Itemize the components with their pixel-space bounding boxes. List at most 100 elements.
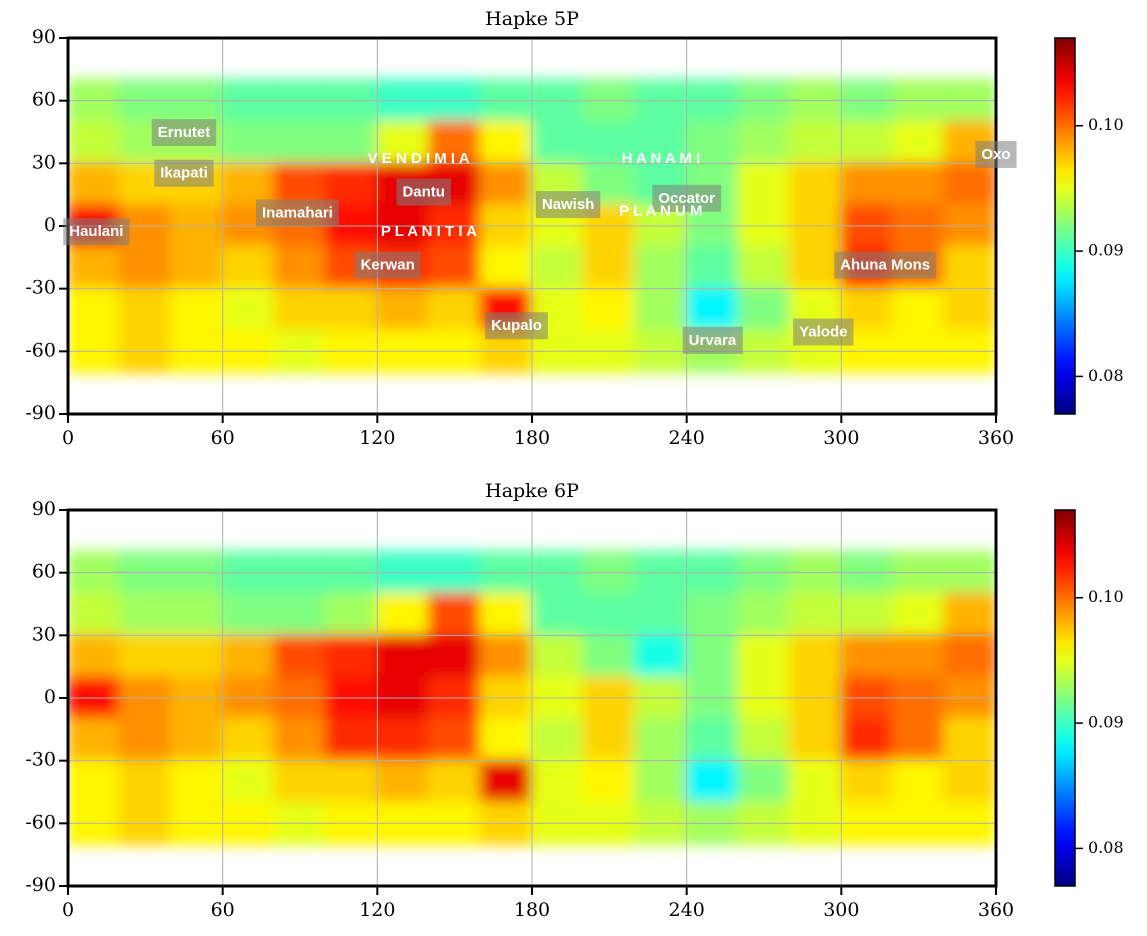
- x-tick-label: 120: [359, 427, 395, 449]
- y-tick-label: 90: [32, 498, 56, 520]
- heat-cell: [531, 592, 585, 637]
- y-tick-label: 30: [32, 151, 56, 173]
- y-tick-label: 30: [32, 623, 56, 645]
- heat-cell: [582, 634, 637, 679]
- heat-cell: [737, 592, 791, 637]
- heat-cell: [840, 717, 894, 762]
- heat-cell: [891, 592, 946, 637]
- heat-cell: [273, 287, 327, 332]
- heat-cell: [68, 592, 121, 637]
- heat-cell: [324, 759, 379, 804]
- y-tick-label: -30: [25, 277, 56, 299]
- heat-cell: [531, 245, 585, 290]
- y-tick-label: 90: [32, 26, 56, 48]
- heat-cell: [376, 120, 430, 165]
- annotation-label: Urvara: [689, 332, 737, 349]
- y-tick-label: 60: [32, 561, 56, 583]
- heat-cell: [685, 717, 740, 762]
- heat-cell: [273, 162, 327, 207]
- heat-cell: [170, 287, 224, 332]
- annotation-label: Occator: [658, 190, 715, 207]
- heat-cell: [324, 634, 379, 679]
- heat-cell: [273, 245, 327, 290]
- annotation-box: [354, 251, 421, 279]
- heat-cell: [427, 245, 482, 290]
- heat-cell: [221, 592, 276, 637]
- heat-cell: [118, 287, 173, 332]
- heat-cell: [685, 634, 740, 679]
- heatmap: [68, 510, 996, 886]
- annotation-label: Yalode: [799, 324, 847, 341]
- annotation-box: [255, 199, 339, 227]
- heat-cell: [221, 634, 276, 679]
- heat-cell: [68, 162, 121, 207]
- annotation-label: Oxo: [981, 146, 1010, 163]
- x-tick-label: 240: [669, 899, 705, 921]
- heat-cell: [891, 120, 946, 165]
- heat-cell: [531, 634, 585, 679]
- heat-cell: [68, 634, 121, 679]
- annotation-label: Ernutet: [158, 124, 211, 141]
- heat-cell: [737, 759, 791, 804]
- annotation-label: Inamahari: [262, 204, 333, 221]
- heat-cell: [221, 287, 276, 332]
- heat-cell: [634, 634, 688, 679]
- heat-cell: [788, 759, 843, 804]
- colorbar: [1054, 37, 1076, 415]
- heat-cell: [427, 717, 482, 762]
- heat-cell: [479, 245, 533, 290]
- heat-cell: [273, 717, 327, 762]
- heat-cell: [170, 759, 224, 804]
- heat-cell: [788, 592, 843, 637]
- heat-cell: [943, 287, 996, 332]
- annotation-label: Ahuna Mons: [840, 257, 930, 274]
- x-tick-label: 0: [62, 427, 74, 449]
- plot-frame: [66, 508, 998, 888]
- heat-cell: [118, 717, 173, 762]
- heat-cell: [479, 759, 533, 804]
- heat-cell: [943, 759, 996, 804]
- heat-cell: [221, 120, 276, 165]
- cells: [68, 550, 996, 846]
- heat-cell: [531, 759, 585, 804]
- heat-cell: [68, 287, 121, 332]
- heat-cell: [376, 759, 430, 804]
- region-label: P L A N I T I A: [381, 223, 477, 240]
- heat-cell: [324, 120, 379, 165]
- heat-cell: [943, 245, 996, 290]
- y-tick-label: -30: [25, 749, 56, 771]
- heat-cell: [427, 287, 482, 332]
- heat-cell: [582, 592, 637, 637]
- heat-cell: [685, 592, 740, 637]
- annotation-label: Haulani: [69, 223, 123, 240]
- heat-cell: [685, 759, 740, 804]
- x-tick-label: 180: [514, 427, 550, 449]
- heat-cell: [170, 634, 224, 679]
- heat-cell: [68, 245, 121, 290]
- heat-cell: [324, 162, 379, 207]
- y-tick-label: 60: [32, 89, 56, 111]
- heat-cell: [531, 120, 585, 165]
- annotation-box: [485, 312, 548, 340]
- chart-title: Hapke 5P: [485, 8, 579, 30]
- region-label: P L A N U M: [619, 202, 702, 219]
- x-tick-label: 360: [978, 427, 1014, 449]
- heat-cell: [634, 717, 688, 762]
- heat-cell: [118, 759, 173, 804]
- heat-cell: [840, 162, 894, 207]
- heat-cell: [634, 287, 688, 332]
- heat-cell: [737, 287, 791, 332]
- heat-cell: [273, 759, 327, 804]
- heat-cell: [221, 759, 276, 804]
- x-tick-label: 180: [514, 899, 550, 921]
- heat-cell: [376, 634, 430, 679]
- annotation-box: [396, 178, 451, 206]
- heat-cell: [118, 245, 173, 290]
- y-tick-label: 0: [44, 214, 56, 236]
- heat-cell: [479, 120, 533, 165]
- heat-cell: [582, 759, 637, 804]
- heat-cell: [221, 162, 276, 207]
- heat-cell: [943, 162, 996, 207]
- heat-cell: [737, 717, 791, 762]
- heat-cell: [427, 759, 482, 804]
